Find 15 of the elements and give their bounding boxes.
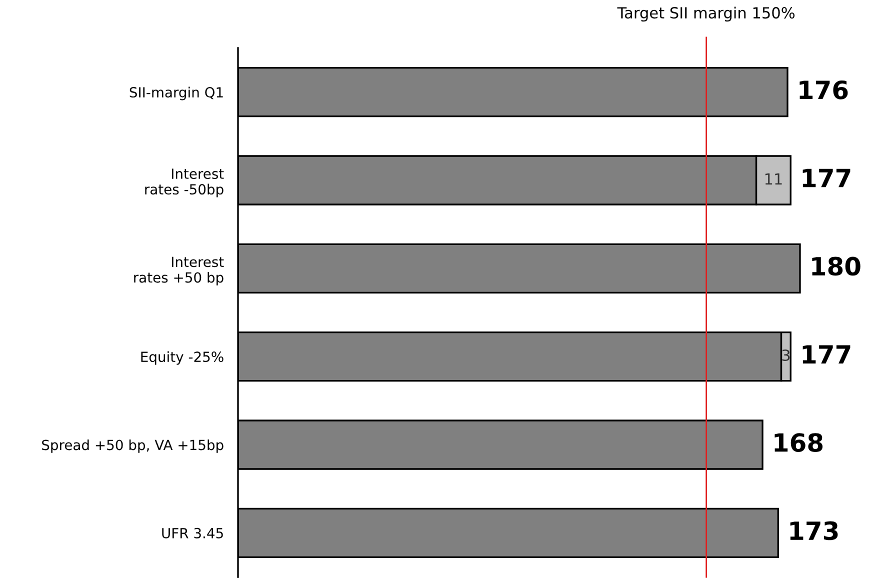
y-tick-label: Interest rates -50bp: [145, 168, 224, 198]
y-tick-label: SII-margin Q1: [130, 86, 223, 100]
y-tick-label: UFR 3.45: [162, 528, 223, 538]
total-label: 176: [800, 80, 848, 100]
total-label: 177: [802, 168, 850, 188]
total-label: 180: [812, 256, 860, 276]
y-tick-label: Spread +50 bp, VA +15bp: [42, 439, 224, 453]
total-label: 168: [774, 433, 823, 452]
ref-line-label: Target SII margin 150%: [617, 6, 795, 22]
data-label: 3: [782, 349, 790, 362]
total-label: 173: [790, 521, 838, 540]
y-tick-label: Equity -25%: [141, 351, 224, 365]
data-label: 11: [765, 173, 782, 184]
total-label: 177: [802, 345, 850, 364]
y-tick-label: Interest rates +50 bp: [134, 256, 224, 286]
